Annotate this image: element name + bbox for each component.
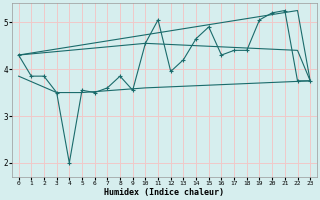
X-axis label: Humidex (Indice chaleur): Humidex (Indice chaleur) [104, 188, 224, 197]
